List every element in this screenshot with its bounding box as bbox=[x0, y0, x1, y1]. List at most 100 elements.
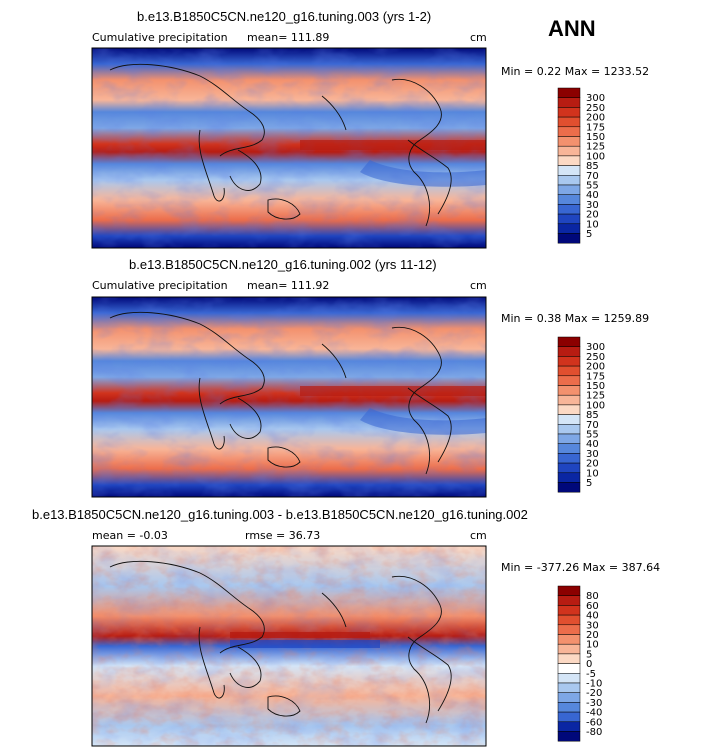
colorbar-3-box-15 bbox=[557, 731, 581, 742]
panel-3-mean: mean = -0.03 bbox=[92, 529, 168, 542]
colorbar-3-tick-label: -10 bbox=[586, 679, 602, 690]
colorbar-2-tick-label: 40 bbox=[586, 439, 599, 450]
colorbar-2-box-6 bbox=[557, 394, 581, 406]
panel-2-minmax: Min = 0.38 Max = 1259.89 bbox=[501, 312, 650, 325]
colorbar-1-tick-label: 30 bbox=[586, 200, 599, 211]
colorbar-3-box-4 bbox=[557, 624, 581, 635]
map-2-frame bbox=[91, 296, 487, 498]
map-2-dry-zone bbox=[360, 408, 486, 435]
colorbar-1-box-11 bbox=[557, 194, 581, 205]
colorbar-1-tick-label: 5 bbox=[586, 229, 592, 240]
colorbar-3-tick-label: -30 bbox=[586, 698, 602, 709]
colorbar-2-tick-label: 5 bbox=[586, 478, 592, 489]
panel-2-variable-label: Cumulative precipitation bbox=[92, 279, 228, 292]
colorbar-2-tick-label: 175 bbox=[586, 371, 605, 382]
colorbar-1-box-14 bbox=[557, 223, 581, 234]
colorbar-1-box-2 bbox=[557, 107, 581, 118]
panel-2-units: cm bbox=[470, 279, 487, 292]
map-1-itcz bbox=[300, 140, 486, 150]
map-3-coastlines bbox=[109, 560, 452, 724]
colorbar-3-tick-label: 60 bbox=[586, 601, 599, 612]
colorbar-3-tick-label: -40 bbox=[586, 708, 602, 719]
colorbar-3-tick-label: 5 bbox=[586, 649, 592, 660]
colorbar-2-box-12 bbox=[557, 453, 581, 464]
colorbar-2-box-9 bbox=[557, 424, 581, 435]
colorbar-1-tick-label: 300 bbox=[586, 93, 605, 104]
colorbar-1-tick-label: 175 bbox=[586, 122, 605, 133]
panel-1-mean: mean= 111.89 bbox=[247, 31, 330, 44]
map-1-dry-zone bbox=[360, 160, 486, 187]
map-2-itcz bbox=[300, 386, 486, 396]
colorbar-3-tick-label: 0 bbox=[586, 659, 592, 670]
colorbar-2-box-3 bbox=[557, 365, 581, 377]
colorbar-1-tick-label: 20 bbox=[586, 210, 599, 221]
colorbar-1-tick-label: 125 bbox=[586, 142, 605, 153]
colorbar-3-box-1 bbox=[557, 595, 581, 606]
colorbar-2-box-8 bbox=[557, 414, 581, 425]
colorbar-1-tick-label: 250 bbox=[586, 103, 605, 114]
colorbar-3-box-11 bbox=[557, 692, 581, 703]
map-2-coastlines bbox=[109, 311, 452, 475]
panel-1-variable-label: Cumulative precipitation bbox=[92, 31, 228, 44]
colorbar-2-tick-label: 200 bbox=[586, 362, 605, 373]
colorbar-2-box-7 bbox=[557, 404, 581, 415]
map-panel-3 bbox=[91, 545, 487, 747]
colorbar-2-tick-label: 100 bbox=[586, 400, 605, 411]
colorbar-3-box-7 bbox=[557, 653, 581, 664]
colorbar-2-tick-label: 20 bbox=[586, 459, 599, 470]
colorbar-3-box-13 bbox=[557, 711, 581, 723]
colorbar-1-box-8 bbox=[557, 165, 581, 176]
colorbar-1-box-10 bbox=[557, 184, 581, 195]
panel-3-title: b.e13.B1850C5CN.ne120_g16.tuning.003 - b… bbox=[32, 507, 528, 522]
colorbar-3-tick-label: 40 bbox=[586, 611, 599, 622]
map-panel-1 bbox=[91, 47, 487, 249]
colorbar-2-tick-label: 125 bbox=[586, 391, 605, 402]
colorbar-1-box-6 bbox=[557, 145, 581, 157]
colorbar-3-tick-label: -80 bbox=[586, 727, 602, 738]
colorbar-1-box-0 bbox=[557, 87, 581, 98]
colorbar-2-tick-label: 55 bbox=[586, 430, 599, 441]
map-3-frame bbox=[91, 545, 487, 747]
colorbar-1-tick-label: 55 bbox=[586, 181, 599, 192]
map-1-frame bbox=[91, 47, 487, 249]
panel-1-minmax: Min = 0.22 Max = 1233.52 bbox=[501, 65, 650, 78]
panel-1-units: cm bbox=[470, 31, 487, 44]
map-3-itcz-blue bbox=[230, 640, 380, 648]
colorbar-1-box-12 bbox=[557, 204, 581, 215]
colorbar-3-box-0 bbox=[557, 585, 581, 596]
colorbar-3-tick-label: -5 bbox=[586, 669, 596, 680]
colorbar-2-tick-label: 85 bbox=[586, 410, 599, 421]
colorbar-3-box-8 bbox=[557, 663, 581, 674]
panel-3-rmse: rmse = 36.73 bbox=[245, 529, 321, 542]
panel-2-title: b.e13.B1850C5CN.ne120_g16.tuning.002 (yr… bbox=[129, 257, 437, 272]
colorbar-1-box-3 bbox=[557, 116, 581, 128]
colorbar-1-tick-label: 70 bbox=[586, 171, 599, 182]
colorbar-3-box-6 bbox=[557, 643, 581, 655]
colorbar-2-box-5 bbox=[557, 385, 581, 396]
colorbar-1-tick-label: 85 bbox=[586, 161, 599, 172]
colorbar-3-box-2 bbox=[557, 605, 581, 616]
colorbar-1-box-13 bbox=[557, 213, 581, 225]
colorbar-3-tick-label: 80 bbox=[586, 591, 599, 602]
colorbar-1-box-7 bbox=[557, 155, 581, 166]
colorbars: 3002502001751501251008570554030201053002… bbox=[557, 87, 605, 742]
colorbar-1-tick-label: 200 bbox=[586, 113, 605, 124]
colorbar-1-box-15 bbox=[557, 233, 581, 244]
colorbar-3-tick-label: 10 bbox=[586, 640, 599, 651]
colorbar-1-box-1 bbox=[557, 97, 581, 108]
colorbar-1-box-9 bbox=[557, 175, 581, 186]
colorbar-3-tick-label: -60 bbox=[586, 717, 602, 728]
panel-3-units: cm bbox=[470, 529, 487, 542]
colorbar-1-box-5 bbox=[557, 136, 581, 147]
colorbar-2-box-15 bbox=[557, 482, 581, 493]
colorbar-3-box-9 bbox=[557, 673, 581, 684]
colorbar-2-box-0 bbox=[557, 336, 581, 347]
colorbar-3-box-3 bbox=[557, 614, 581, 626]
colorbar-1-tick-label: 10 bbox=[586, 219, 599, 230]
colorbar-3-box-10 bbox=[557, 682, 581, 693]
season-label: ANN bbox=[548, 16, 596, 41]
colorbar-2-tick-label: 30 bbox=[586, 449, 599, 460]
colorbar-2-box-14 bbox=[557, 472, 581, 483]
colorbar-3-tick-label: -20 bbox=[586, 688, 602, 699]
